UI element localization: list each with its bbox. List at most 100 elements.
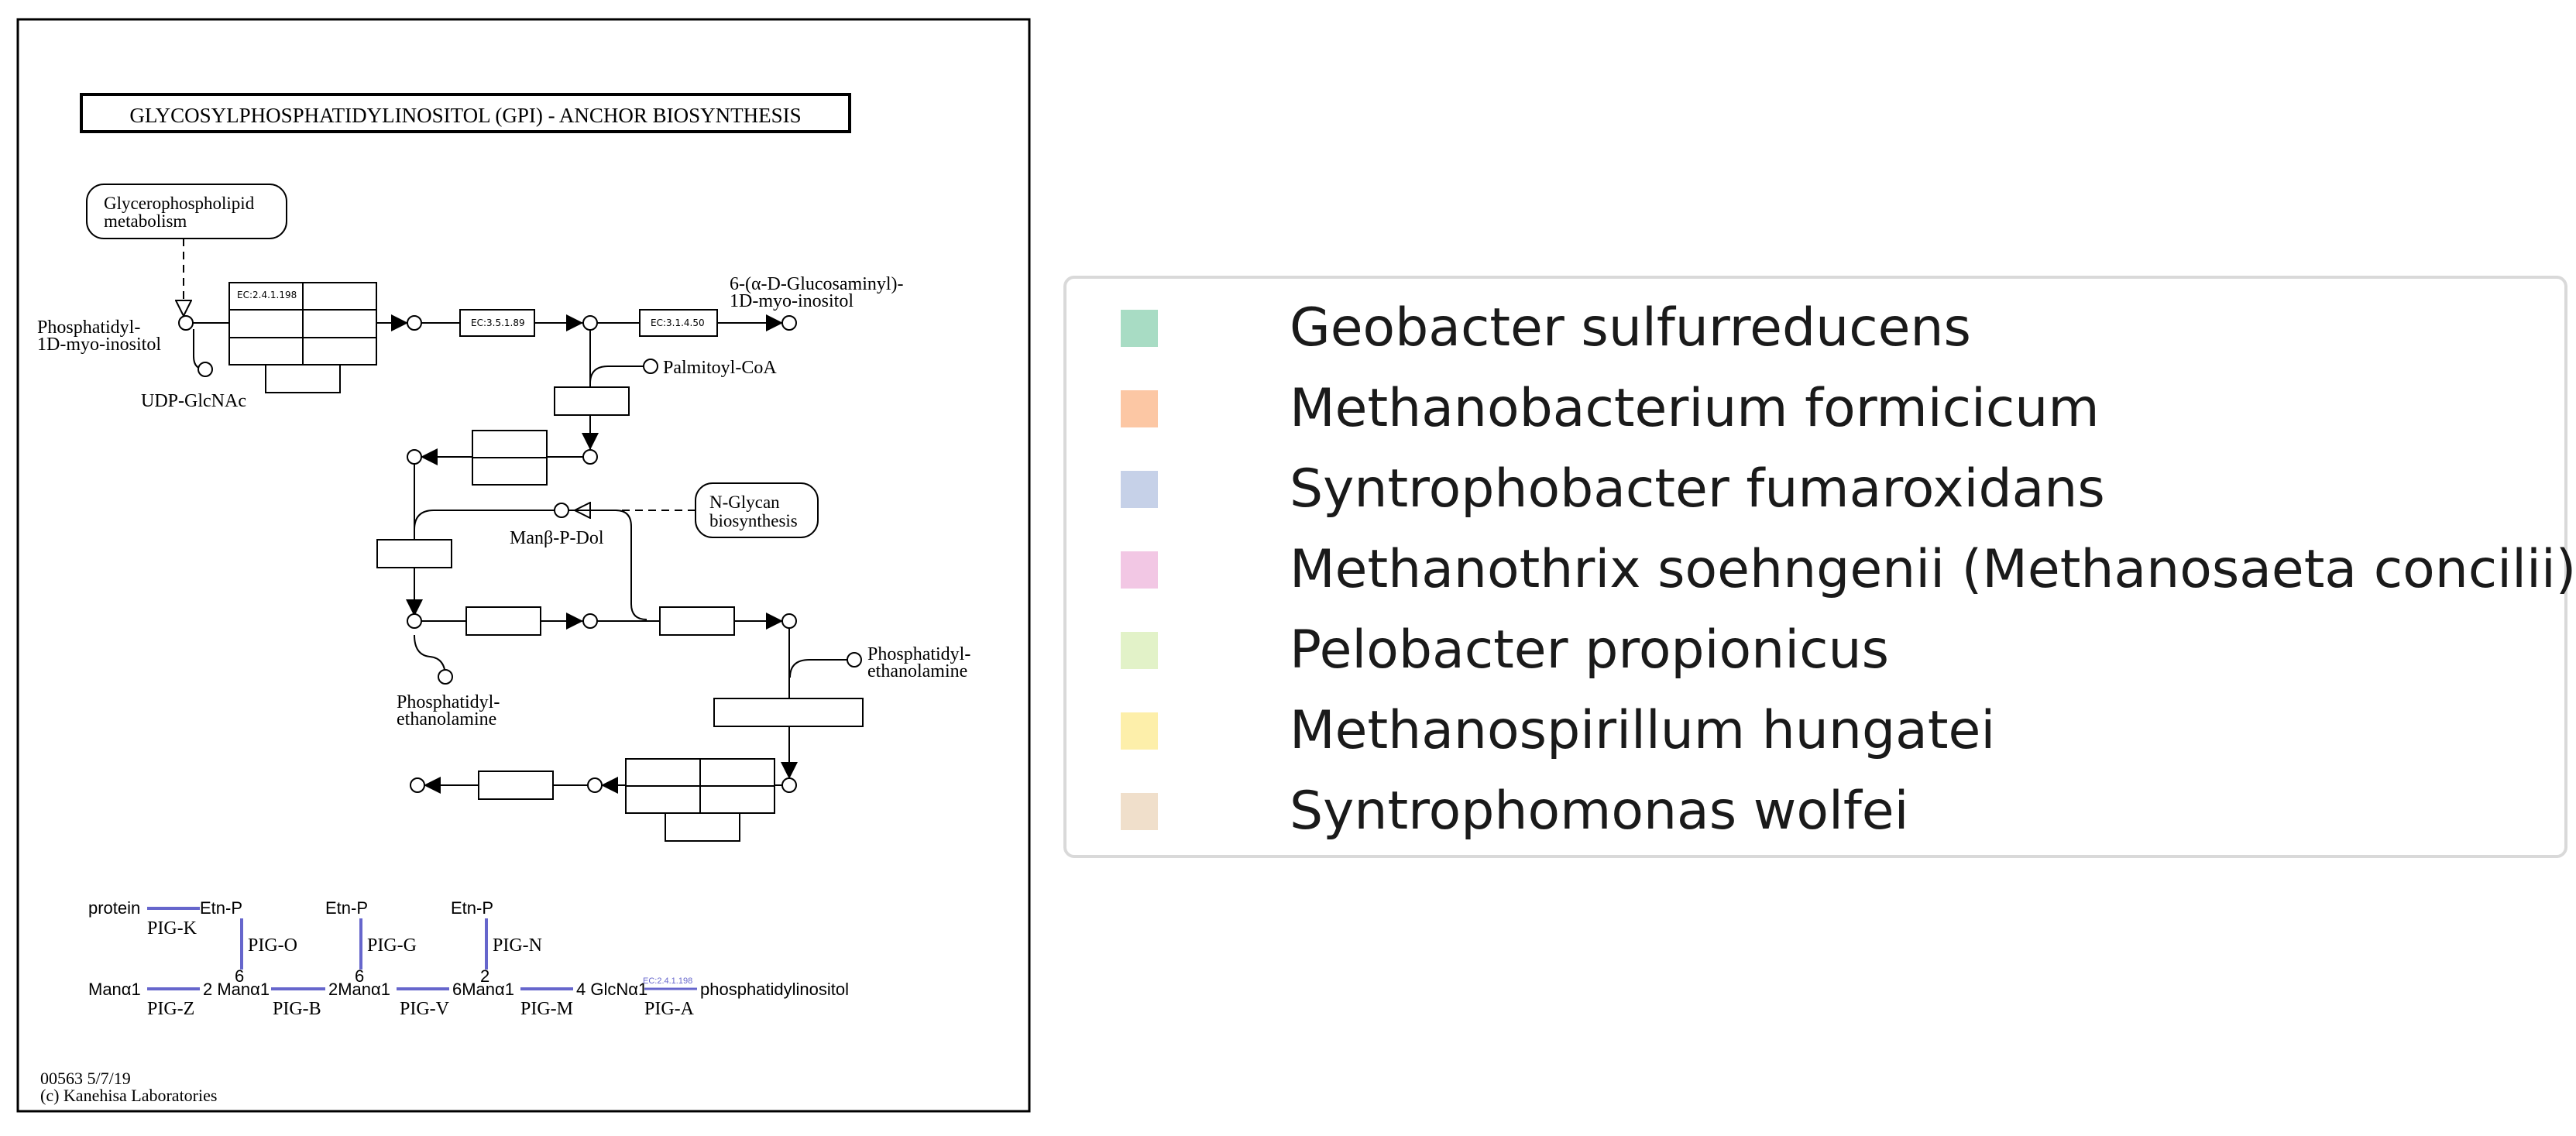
compound-node[interactable]	[407, 315, 422, 331]
enzyme-box-11[interactable]	[478, 770, 554, 800]
svg-text:protein: protein	[88, 898, 140, 918]
enzyme-box-7[interactable]	[465, 606, 541, 636]
compound-node[interactable]	[781, 777, 797, 793]
compound-pe-right-2: ethanolamine	[867, 661, 967, 681]
legend-item: Methanospirillum hungatei	[1121, 692, 1995, 770]
legend-item: Methanothrix soehngenii (Methanosaeta co…	[1121, 531, 2576, 609]
map-glycerophospholipid[interactable]	[86, 184, 287, 239]
compound-node[interactable]	[781, 315, 797, 331]
compound-node[interactable]	[781, 613, 797, 629]
compound-node[interactable]	[438, 669, 453, 685]
compound-pe-left-2: ethanolamine	[397, 709, 496, 729]
compound-pe-left-1: Phosphatidyl-	[397, 692, 500, 712]
legend-swatch	[1121, 712, 1158, 750]
legend-item: Methanobacterium formicicum	[1121, 370, 2100, 448]
edge-pe-right	[789, 659, 854, 678]
pathway-title: GLYCOSYLPHOSPHATIDYLINOSITOL (GPI) - ANC…	[129, 104, 801, 127]
enzyme-box-3[interactable]: EC:3.1.4.50	[639, 309, 718, 337]
compound-node[interactable]	[587, 777, 603, 793]
edge-pe-left	[414, 634, 446, 678]
legend-label: Methanothrix soehngenii (Methanosaeta co…	[1290, 539, 2576, 600]
svg-text:PIG-Z: PIG-Z	[147, 999, 194, 1019]
compound-node[interactable]	[410, 777, 425, 793]
svg-text:6: 6	[235, 966, 244, 986]
compound-phosphatidyl-inositol-2: 1D-myo-inositol	[37, 335, 161, 355]
compound-node[interactable]	[178, 315, 194, 331]
legend-swatch	[1121, 471, 1158, 508]
legend-swatch	[1121, 390, 1158, 427]
gpi-structure: protein Etn-P Etn-P Etn-P PIG-K PIG-O 6 …	[88, 898, 849, 1019]
svg-text:PIG-K: PIG-K	[147, 918, 197, 939]
compound-node[interactable]	[407, 613, 422, 629]
svg-text:PIG-M: PIG-M	[520, 999, 573, 1019]
svg-text:Etn-P: Etn-P	[451, 898, 493, 918]
legend-item: Geobacter sulfurreducens	[1121, 290, 1971, 367]
svg-text:6: 6	[355, 966, 364, 986]
compound-node[interactable]	[847, 652, 862, 668]
compound-glucosaminyl-2: 1D-myo-inositol	[730, 291, 854, 311]
svg-text:2Manα1: 2Manα1	[328, 980, 390, 999]
legend-label: Methanobacterium formicicum	[1290, 378, 2100, 439]
map-glycerophospholipid-line2: metabolism	[104, 211, 187, 231]
enzyme-box-5[interactable]	[472, 430, 548, 486]
svg-text:phosphatidylinositol: phosphatidylinositol	[700, 980, 849, 999]
compound-glucosaminyl-1: 6-(α-D-Glucosaminyl)-	[730, 274, 904, 294]
enzyme-box-8[interactable]	[659, 606, 735, 636]
edge-12	[568, 510, 647, 620]
compound-man-p-dol: Manβ-P-Dol	[510, 528, 604, 548]
enzyme-box-4[interactable]	[554, 386, 630, 416]
footer-map-id: 00563 5/7/19	[40, 1069, 131, 1088]
svg-text:PIG-B: PIG-B	[273, 999, 321, 1019]
svg-text:EC:3.5.1.89: EC:3.5.1.89	[471, 317, 525, 328]
legend: Geobacter sulfurreducens Methanobacteriu…	[1063, 276, 2576, 858]
legend-label: Geobacter sulfurreducens	[1290, 297, 1971, 359]
legend-item: Pelobacter propionicus	[1121, 612, 1889, 689]
enzyme-box-2[interactable]: EC:3.5.1.89	[459, 309, 535, 337]
compound-palmitoyl-coa: Palmitoyl-CoA	[663, 358, 777, 378]
enzyme-box-6[interactable]	[376, 539, 452, 568]
svg-text:PIG-A: PIG-A	[644, 999, 695, 1019]
legend-label: Syntrophobacter fumaroxidans	[1290, 458, 2105, 520]
compound-node[interactable]	[643, 359, 658, 374]
legend-swatch	[1121, 310, 1158, 347]
map-glycerophospholipid-line1: Glycerophospholipid	[104, 194, 255, 213]
svg-text:Etn-P: Etn-P	[325, 898, 368, 918]
legend-label: Pelobacter propionicus	[1290, 619, 1889, 681]
svg-text:PIG-G: PIG-G	[367, 935, 417, 956]
svg-text:PIG-O: PIG-O	[248, 935, 297, 956]
svg-text:EC:2.4.1.198: EC:2.4.1.198	[643, 976, 692, 986]
legend-label: Methanospirillum hungatei	[1290, 700, 1996, 761]
legend-item: Syntrophomonas wolfei	[1121, 773, 1909, 850]
legend-swatch	[1121, 793, 1158, 830]
svg-text:2 Manα1: 2 Manα1	[203, 980, 270, 999]
map-n-glycan-line2: biosynthesis	[709, 511, 798, 530]
edge-palmitoyl	[589, 366, 651, 384]
compound-node[interactable]	[407, 449, 422, 465]
svg-text:Etn-P: Etn-P	[200, 898, 242, 918]
enzyme-grid-10[interactable]	[625, 758, 775, 842]
map-n-glycan-line1: N-Glycan	[709, 492, 780, 512]
svg-text:Manα1: Manα1	[88, 980, 141, 999]
svg-text:4 GlcNα1: 4 GlcNα1	[576, 980, 647, 999]
compound-udp-glcnac: UDP-GlcNAc	[141, 391, 246, 411]
svg-text:PIG-N: PIG-N	[493, 935, 542, 956]
title-box	[80, 93, 851, 133]
compound-node[interactable]	[554, 503, 569, 518]
svg-text:6Manα1: 6Manα1	[452, 980, 514, 999]
compound-phosphatidyl-inositol-1: Phosphatidyl-	[37, 317, 140, 338]
svg-text:2: 2	[480, 966, 489, 986]
compound-node[interactable]	[582, 315, 598, 331]
legend-item: Syntrophobacter fumaroxidans	[1121, 451, 2105, 528]
legend-swatch	[1121, 551, 1158, 589]
compound-node[interactable]	[582, 613, 598, 629]
compound-node[interactable]	[582, 449, 598, 465]
compound-pe-right-1: Phosphatidyl-	[867, 644, 970, 664]
enzyme-grid-1[interactable]: EC:2.4.1.198	[228, 282, 377, 393]
legend-swatch	[1121, 632, 1158, 669]
svg-text:EC:2.4.1.198: EC:2.4.1.198	[237, 290, 297, 300]
compound-node[interactable]	[197, 362, 213, 377]
enzyme-box-9[interactable]	[713, 698, 864, 727]
legend-label: Syntrophomonas wolfei	[1290, 781, 1909, 842]
footer-copyright: (c) Kanehisa Laboratories	[40, 1086, 217, 1105]
